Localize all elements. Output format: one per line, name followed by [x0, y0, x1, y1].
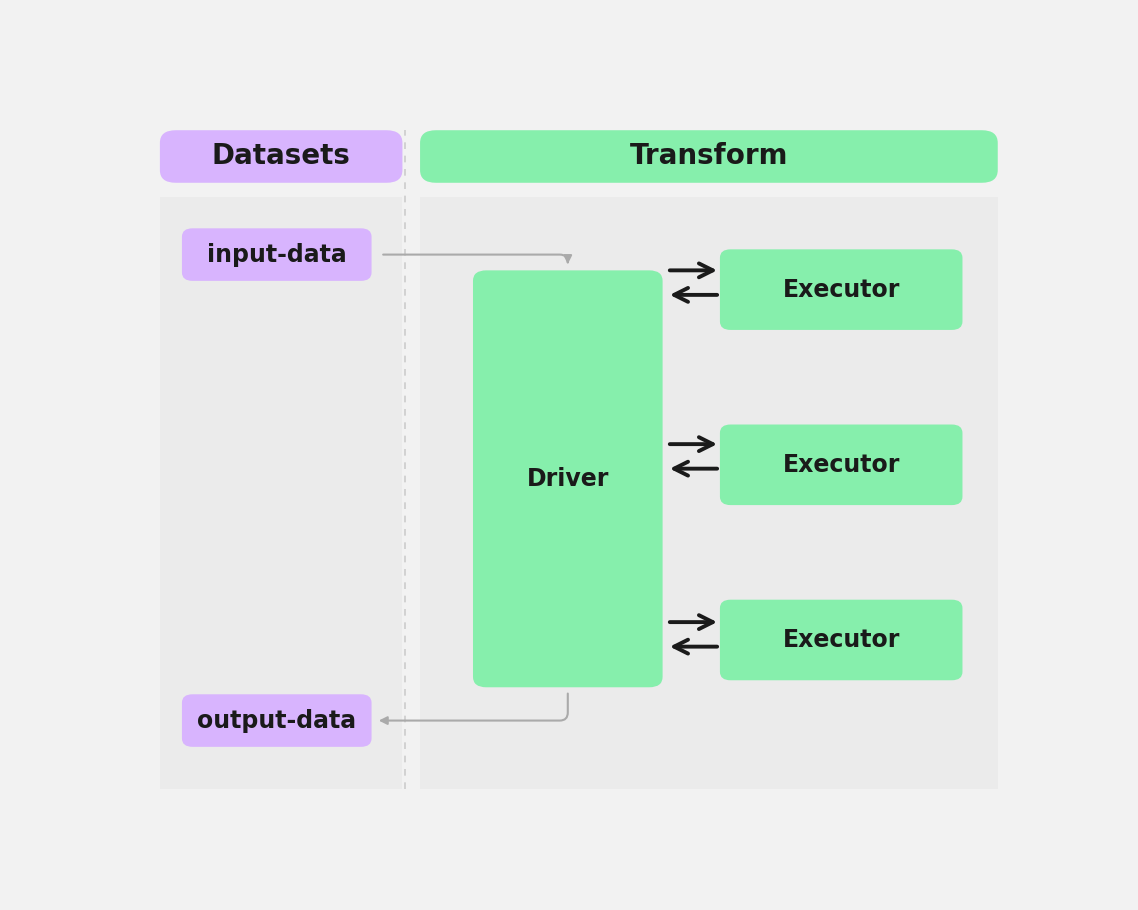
FancyBboxPatch shape — [182, 228, 371, 281]
Text: output-data: output-data — [197, 709, 356, 733]
Text: Executor: Executor — [783, 278, 900, 301]
FancyBboxPatch shape — [720, 424, 963, 505]
FancyBboxPatch shape — [720, 249, 963, 330]
Text: Driver: Driver — [527, 467, 609, 490]
Text: Executor: Executor — [783, 628, 900, 652]
Text: Transform: Transform — [629, 143, 789, 170]
FancyBboxPatch shape — [182, 694, 371, 747]
Bar — [420, 197, 998, 789]
FancyBboxPatch shape — [159, 130, 403, 183]
FancyBboxPatch shape — [420, 130, 998, 183]
Bar — [159, 197, 403, 789]
Text: Executor: Executor — [783, 453, 900, 477]
FancyBboxPatch shape — [473, 270, 662, 687]
Text: input-data: input-data — [207, 243, 347, 267]
Text: Datasets: Datasets — [212, 143, 351, 170]
FancyBboxPatch shape — [720, 600, 963, 681]
